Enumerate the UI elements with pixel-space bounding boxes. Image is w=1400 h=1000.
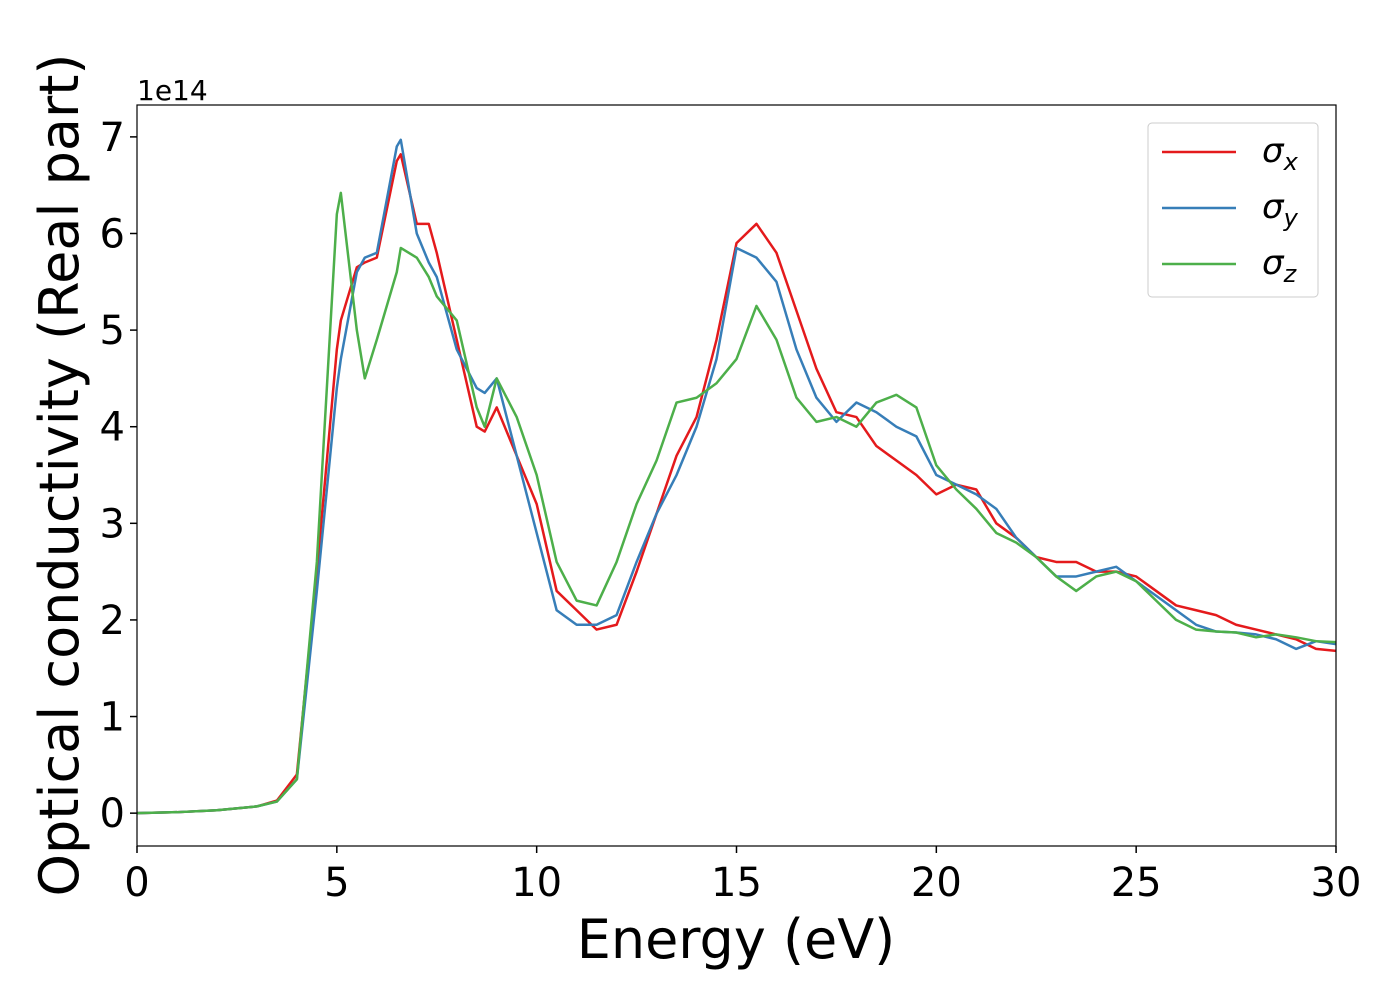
x-tick-label: 15 xyxy=(711,860,762,906)
x-tick-label: 10 xyxy=(511,860,562,906)
y-tick-label: 1 xyxy=(100,695,125,741)
y-tick-label: 5 xyxy=(100,308,125,354)
y-tick-label: 4 xyxy=(100,405,125,451)
legend-label: σx xyxy=(1262,131,1299,176)
legend-label: σz xyxy=(1262,243,1298,288)
y-tick-label: 0 xyxy=(100,791,125,837)
x-tick-label: 5 xyxy=(324,860,349,906)
line-series xyxy=(137,138,1336,815)
plot-frame xyxy=(136,104,1337,847)
x-axis-label: Energy (eV) xyxy=(577,908,896,971)
y-axis-label: Optical conductivity (Real part) xyxy=(28,54,91,897)
y-tick-label: 6 xyxy=(100,211,125,257)
legend-box xyxy=(1147,122,1319,298)
y-tick-label: 7 xyxy=(100,115,125,161)
y-tick-label: 2 xyxy=(100,598,125,644)
line-series xyxy=(137,191,1336,815)
legend-label: σy xyxy=(1262,187,1299,232)
x-tick-label: 25 xyxy=(1111,860,1162,906)
x-tick-label: 0 xyxy=(124,860,149,906)
y-tick-label: 3 xyxy=(100,501,125,547)
x-tick-label: 20 xyxy=(911,860,962,906)
x-tick-label: 30 xyxy=(1311,860,1362,906)
line-series xyxy=(137,153,1336,815)
y-offset-label: 1e14 xyxy=(137,74,208,107)
